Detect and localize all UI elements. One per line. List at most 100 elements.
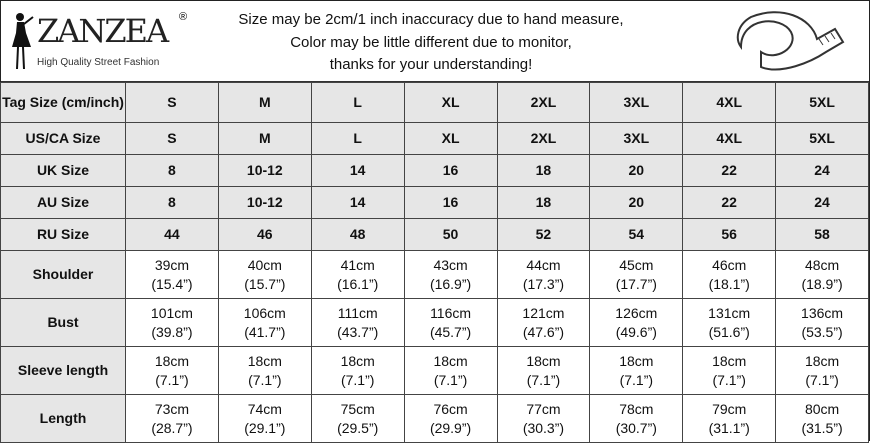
inch-value: (18.9”) bbox=[801, 275, 843, 292]
inch-value: (30.7”) bbox=[615, 419, 657, 436]
size-cell: 14 bbox=[310, 154, 405, 187]
inch-value: (7.1”) bbox=[526, 371, 561, 388]
measurement-cell: 78cm (30.7”) bbox=[589, 394, 684, 443]
cm-value: 18cm bbox=[340, 352, 375, 369]
cm-value: 77cm bbox=[526, 400, 561, 417]
size-cell: 10-12 bbox=[217, 154, 312, 187]
row-label: Length bbox=[0, 394, 126, 443]
cm-value: 74cm bbox=[247, 400, 282, 417]
size-cell: 54 bbox=[589, 218, 684, 251]
size-cell: S bbox=[125, 122, 219, 155]
cm-value: 126cm bbox=[615, 304, 658, 321]
size-cell: 4XL bbox=[682, 82, 777, 123]
measurement-cell: 101cm (39.8”) bbox=[125, 298, 219, 347]
inch-value: (31.5”) bbox=[801, 419, 843, 436]
inch-value: (18.1”) bbox=[708, 275, 750, 292]
cm-value: 106cm bbox=[243, 304, 286, 321]
inch-value: (31.1”) bbox=[708, 419, 750, 436]
cm-value: 18cm bbox=[247, 352, 282, 369]
size-cell: 56 bbox=[682, 218, 777, 251]
size-cell: 22 bbox=[682, 186, 777, 219]
cm-value: 73cm bbox=[154, 400, 190, 417]
size-cell: 4XL bbox=[682, 122, 777, 155]
inch-value: (7.1”) bbox=[433, 371, 468, 388]
inch-value: (15.4”) bbox=[151, 275, 193, 292]
size-cell: 20 bbox=[589, 186, 684, 219]
measurement-cell: 39cm (15.4”) bbox=[125, 250, 219, 299]
registered-mark: ® bbox=[179, 11, 188, 23]
inch-value: (7.1”) bbox=[619, 371, 654, 388]
cm-value: 43cm bbox=[433, 256, 468, 273]
size-row: UK Size 8 10-12 14 16 18 20 22 24 bbox=[0, 154, 869, 187]
size-cell: L bbox=[310, 122, 405, 155]
size-cell: 46 bbox=[217, 218, 312, 251]
inch-value: (17.3”) bbox=[522, 275, 565, 292]
cm-value: 18cm bbox=[804, 352, 840, 369]
measurement-cell: 79cm (31.1”) bbox=[682, 394, 777, 443]
notice-line: thanks for your understanding! bbox=[329, 56, 533, 73]
brand-tagline: High Quality Street Fashion bbox=[37, 57, 160, 68]
measurement-cell: 18cm (7.1”) bbox=[496, 346, 591, 395]
size-row: US/CA Size S M L XL 2XL 3XL 4XL 5XL bbox=[0, 122, 869, 155]
measurement-cell: 116cm (45.7”) bbox=[403, 298, 498, 347]
size-cell: 3XL bbox=[589, 122, 684, 155]
inch-value: (7.1”) bbox=[712, 371, 746, 388]
size-cell: 48 bbox=[310, 218, 405, 251]
measurement-cell: 80cm (31.5”) bbox=[775, 394, 869, 443]
inch-value: (53.5”) bbox=[801, 323, 843, 340]
row-label: UK Size bbox=[0, 154, 126, 187]
size-cell: 50 bbox=[403, 218, 498, 251]
inch-value: (16.9”) bbox=[429, 275, 472, 292]
inch-value: (39.8”) bbox=[151, 323, 193, 340]
notice-text: Size may be 2cm/1 inch inaccuracy due to… bbox=[221, 9, 641, 77]
row-label: Tag Size (cm/inch) bbox=[0, 82, 126, 123]
measurement-cell: 18cm (7.1”) bbox=[125, 346, 219, 395]
cm-value: 18cm bbox=[619, 352, 654, 369]
inch-value: (49.6”) bbox=[615, 323, 657, 340]
inch-value: (29.5”) bbox=[337, 419, 379, 436]
measurement-cell: 131cm (51.6”) bbox=[682, 298, 777, 347]
cm-value: 121cm bbox=[522, 304, 565, 321]
size-cell: 18 bbox=[496, 154, 591, 187]
brand-name: ZANZEA bbox=[37, 12, 169, 50]
size-table: Tag Size (cm/inch) S M L XL 2XL 3XL 4XL 5XL US/CA… bbox=[0, 82, 869, 443]
measurement-cell: 73cm (28.7”) bbox=[125, 394, 219, 443]
inch-value: (7.1”) bbox=[155, 371, 189, 388]
cm-value: 18cm bbox=[433, 352, 468, 369]
inch-value: (43.7”) bbox=[337, 323, 379, 340]
measurement-cell: 18cm (7.1”) bbox=[775, 346, 869, 395]
measurement-cell: 43cm (16.9”) bbox=[403, 250, 498, 299]
inch-value: (29.9”) bbox=[429, 419, 472, 436]
size-cell: 58 bbox=[775, 218, 869, 251]
row-label: US/CA Size bbox=[0, 122, 126, 155]
size-cell: 5XL bbox=[775, 82, 869, 123]
size-row: AU Size 8 10-12 14 16 18 20 22 24 bbox=[0, 186, 869, 219]
measurement-cell: 44cm (17.3”) bbox=[496, 250, 591, 299]
measurement-cell: 46cm (18.1”) bbox=[682, 250, 777, 299]
cm-value: 18cm bbox=[712, 352, 747, 369]
cm-value: 136cm bbox=[801, 304, 844, 321]
measuring-tape-icon bbox=[736, 11, 845, 71]
inch-value: (45.7”) bbox=[429, 323, 472, 340]
notice-line: Color may be little different due to mon… bbox=[290, 33, 572, 51]
measurement-cell: 106cm (41.7”) bbox=[217, 298, 312, 347]
size-cell: 3XL bbox=[589, 82, 684, 123]
inch-value: (47.6”) bbox=[522, 323, 565, 340]
cm-value: 48cm bbox=[804, 256, 840, 273]
cm-value: 18cm bbox=[154, 352, 190, 369]
size-cell: 16 bbox=[403, 186, 498, 219]
size-cell: XL bbox=[403, 82, 498, 123]
cm-value: 80cm bbox=[804, 400, 840, 417]
cm-value: 116cm bbox=[430, 304, 472, 321]
size-cell: XL bbox=[403, 122, 498, 155]
size-cell: 44 bbox=[125, 218, 219, 251]
inch-value: (7.1”) bbox=[248, 371, 282, 388]
cm-value: 40cm bbox=[247, 256, 282, 273]
size-cell: 24 bbox=[775, 154, 869, 187]
cm-value: 45cm bbox=[619, 256, 654, 273]
measurement-cell: 121cm (47.6”) bbox=[496, 298, 591, 347]
size-cell: 16 bbox=[403, 154, 498, 187]
cm-value: 78cm bbox=[619, 400, 654, 417]
measurement-row: Bust 101cm (39.8”) 106cm (41.7”) 111cm (43.7”)… bbox=[0, 298, 869, 347]
